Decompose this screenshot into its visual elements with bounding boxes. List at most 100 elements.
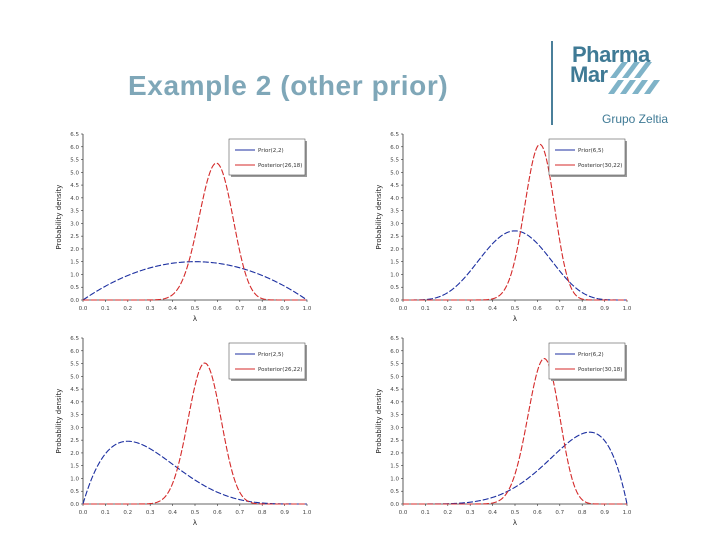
x-tick-label: 1.0 bbox=[303, 306, 312, 312]
y-tick-label: 5.5 bbox=[390, 362, 399, 368]
chart-panel-top-right: 0.0 0.5 1.0 1.5 2.0 2.5 3.0 3.5 4.0 4.5 5.0 5.5 6.0 6… bbox=[375, 132, 632, 323]
series-line-posterior bbox=[403, 358, 627, 505]
y-axis-label: Probability density bbox=[375, 185, 383, 250]
y-tick-label: 5.0 bbox=[390, 374, 399, 380]
y-tick-label: 2.0 bbox=[390, 451, 399, 457]
y-tick-label: 0.0 bbox=[70, 298, 79, 304]
x-tick-label: 0.7 bbox=[555, 306, 564, 312]
legend-label: Prior(2,2) bbox=[258, 148, 284, 154]
y-tick-label: 2.5 bbox=[390, 234, 399, 240]
series-line-posterior bbox=[83, 362, 307, 505]
pharmamar-logo: Pharma Mar Grupo Zeltia bbox=[566, 38, 676, 134]
y-tick-label: 1.0 bbox=[390, 272, 399, 278]
x-tick-label: 1.0 bbox=[623, 510, 632, 516]
y-tick-label: 6.5 bbox=[70, 336, 79, 342]
x-tick-label: 0.5 bbox=[511, 510, 520, 516]
chart-panel-top-left: 0.0 0.5 1.0 1.5 2.0 2.5 3.0 3.5 4.0 4.5 5.0 5.5 6.0 6… bbox=[55, 132, 312, 323]
series-line-prior bbox=[403, 431, 628, 505]
slide-title: Example 2 (other prior) bbox=[128, 70, 449, 101]
y-axis-label: Probability density bbox=[55, 389, 63, 454]
x-tick-label: 0.1 bbox=[101, 510, 110, 516]
y-tick-label: 4.0 bbox=[70, 196, 79, 202]
series-line-prior bbox=[82, 261, 308, 301]
x-tick-label: 0.6 bbox=[533, 510, 542, 516]
logo-line1: Pharma bbox=[572, 42, 650, 67]
y-tick-label: 3.5 bbox=[70, 209, 79, 215]
logo-line2: Mar bbox=[570, 62, 608, 87]
y-tick-label: 0.0 bbox=[70, 502, 79, 508]
y-tick-label: 4.0 bbox=[70, 400, 79, 406]
y-axis-label: Probability density bbox=[375, 389, 383, 454]
x-tick-label: 0.1 bbox=[421, 510, 430, 516]
x-tick-label: 0.0 bbox=[79, 510, 88, 516]
x-tick-label: 0.7 bbox=[235, 510, 244, 516]
y-tick-label: 6.0 bbox=[390, 349, 399, 355]
chart-panel-bottom-left: 0.0 0.5 1.0 1.5 2.0 2.5 3.0 3.5 4.0 4.5 5.0 5.5 6.0 6… bbox=[55, 336, 312, 527]
x-tick-label: 0.0 bbox=[399, 510, 408, 516]
y-tick-label: 1.5 bbox=[70, 464, 79, 470]
x-tick-label: 1.0 bbox=[623, 306, 632, 312]
x-axis-label: λ bbox=[513, 519, 517, 527]
y-tick-label: 0.5 bbox=[70, 285, 79, 291]
x-tick-label: 0.9 bbox=[600, 306, 609, 312]
y-tick-label: 1.5 bbox=[390, 464, 399, 470]
y-tick-label: 2.5 bbox=[70, 438, 79, 444]
x-tick-label: 0.4 bbox=[488, 510, 497, 516]
x-tick-label: 0.8 bbox=[258, 510, 267, 516]
legend-label: Prior(2,5) bbox=[258, 352, 284, 358]
legend-label: Prior(6,5) bbox=[578, 148, 604, 154]
x-tick-label: 0.9 bbox=[280, 510, 289, 516]
chart-panel-bottom-right: 0.0 0.5 1.0 1.5 2.0 2.5 3.0 3.5 4.0 4.5 5.0 5.5 6.0 6… bbox=[375, 336, 632, 527]
y-tick-label: 1.5 bbox=[390, 260, 399, 266]
x-tick-label: 0.3 bbox=[146, 510, 155, 516]
y-tick-label: 0.0 bbox=[390, 298, 399, 304]
x-tick-label: 0.9 bbox=[280, 306, 289, 312]
x-tick-label: 0.7 bbox=[235, 306, 244, 312]
x-tick-label: 0.6 bbox=[213, 510, 222, 516]
y-tick-label: 0.5 bbox=[70, 489, 79, 495]
y-tick-label: 4.5 bbox=[70, 387, 79, 393]
legend-label: Posterior(26,22) bbox=[258, 367, 302, 373]
y-tick-label: 4.0 bbox=[390, 400, 399, 406]
x-tick-label: 0.0 bbox=[399, 306, 408, 312]
x-tick-label: 0.5 bbox=[191, 510, 200, 516]
y-tick-label: 2.5 bbox=[390, 438, 399, 444]
series-line-posterior bbox=[403, 143, 627, 301]
y-tick-label: 1.5 bbox=[70, 260, 79, 266]
x-tick-label: 0.7 bbox=[555, 510, 564, 516]
y-axis-label: Probability density bbox=[55, 185, 63, 250]
y-tick-label: 6.5 bbox=[390, 132, 399, 138]
legend-box bbox=[548, 138, 626, 176]
y-tick-label: 4.5 bbox=[70, 183, 79, 189]
legend-label: Prior(6,2) bbox=[578, 352, 604, 358]
x-axis-label: λ bbox=[193, 519, 197, 527]
y-tick-label: 3.5 bbox=[70, 413, 79, 419]
legend-box bbox=[228, 342, 306, 380]
x-tick-label: 0.0 bbox=[79, 306, 88, 312]
y-tick-label: 5.0 bbox=[70, 374, 79, 380]
y-tick-label: 0.5 bbox=[390, 489, 399, 495]
y-tick-label: 6.0 bbox=[70, 145, 79, 151]
y-tick-label: 4.5 bbox=[390, 387, 399, 393]
x-tick-label: 0.3 bbox=[466, 510, 475, 516]
y-tick-label: 6.5 bbox=[390, 336, 399, 342]
legend-label: Posterior(30,18) bbox=[578, 367, 622, 373]
y-tick-label: 5.0 bbox=[390, 170, 399, 176]
x-tick-label: 0.6 bbox=[533, 306, 542, 312]
x-tick-label: 0.1 bbox=[101, 306, 110, 312]
series-line-posterior bbox=[83, 162, 307, 301]
y-tick-label: 6.5 bbox=[70, 132, 79, 138]
y-tick-label: 5.5 bbox=[390, 158, 399, 164]
series-line-prior bbox=[82, 440, 307, 505]
y-tick-label: 4.0 bbox=[390, 196, 399, 202]
y-tick-label: 5.5 bbox=[70, 158, 79, 164]
x-tick-label: 0.2 bbox=[123, 510, 132, 516]
y-tick-label: 4.5 bbox=[390, 183, 399, 189]
x-tick-label: 0.3 bbox=[466, 306, 475, 312]
y-tick-label: 2.0 bbox=[390, 247, 399, 253]
y-tick-label: 5.5 bbox=[70, 362, 79, 368]
y-tick-label: 2.0 bbox=[70, 247, 79, 253]
x-tick-label: 1.0 bbox=[303, 510, 312, 516]
title-divider bbox=[551, 41, 553, 125]
x-tick-label: 0.4 bbox=[488, 306, 497, 312]
